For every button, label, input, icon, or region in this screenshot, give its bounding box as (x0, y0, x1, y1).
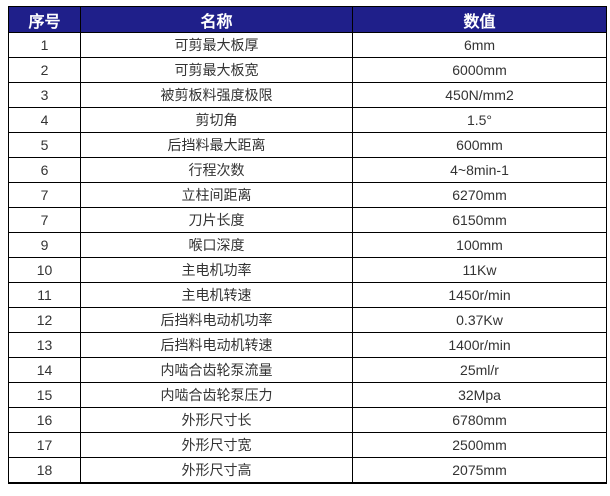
cell-name: 剪切角 (80, 107, 353, 133)
table-row: 7 刀片长度 6150mm (8, 207, 607, 233)
table-row: 9 喉口深度 100mm (8, 232, 607, 258)
cell-index: 3 (8, 82, 81, 108)
cell-value: 1.5° (352, 107, 607, 133)
cell-index: 13 (8, 332, 81, 358)
cell-value: 600mm (352, 132, 607, 158)
cell-name: 主电机转速 (80, 282, 353, 308)
cell-value: 32Mpa (352, 382, 607, 408)
cell-value: 11Kw (352, 257, 607, 283)
cell-index: 7 (8, 207, 81, 233)
cell-index: 6 (8, 157, 81, 183)
cell-index: 4 (8, 107, 81, 133)
cell-value: 2500mm (352, 432, 607, 458)
cell-index: 7 (8, 182, 81, 208)
cell-name: 内啮合齿轮泵压力 (80, 382, 353, 408)
header-row: 序号 名称 数值 (8, 6, 607, 33)
table-row: 13 后挡料电动机转速 1400r/min (8, 332, 607, 358)
cell-name: 可剪最大板厚 (80, 32, 353, 58)
table-row: 3 被剪板料强度极限 450N/mm2 (8, 82, 607, 108)
table-row: 15 内啮合齿轮泵压力 32Mpa (8, 382, 607, 408)
cell-value: 0.37Kw (352, 307, 607, 333)
cell-name: 被剪板料强度极限 (80, 82, 353, 108)
cell-value: 6mm (352, 32, 607, 58)
cell-value: 6780mm (352, 407, 607, 433)
header-index: 序号 (8, 6, 81, 33)
cell-name: 可剪最大板宽 (80, 57, 353, 83)
cell-name: 内啮合齿轮泵流量 (80, 357, 353, 383)
table-row: 18 外形尺寸高 2075mm (8, 457, 607, 484)
cell-name: 行程次数 (80, 157, 353, 183)
table-row: 11 主电机转速 1450r/min (8, 282, 607, 308)
table-row: 6 行程次数 4~8min-1 (8, 157, 607, 183)
cell-index: 15 (8, 382, 81, 408)
table-row: 17 外形尺寸宽 2500mm (8, 432, 607, 458)
cell-value: 2075mm (352, 457, 607, 484)
cell-index: 1 (8, 32, 81, 58)
cell-name: 后挡料电动机转速 (80, 332, 353, 358)
table-row: 10 主电机功率 11Kw (8, 257, 607, 283)
cell-value: 100mm (352, 232, 607, 258)
cell-name: 后挡料最大距离 (80, 132, 353, 158)
cell-index: 5 (8, 132, 81, 158)
cell-name: 喉口深度 (80, 232, 353, 258)
table-row: 16 外形尺寸长 6780mm (8, 407, 607, 433)
cell-index: 9 (8, 232, 81, 258)
header-value: 数值 (352, 6, 607, 33)
cell-index: 10 (8, 257, 81, 283)
cell-value: 1450r/min (352, 282, 607, 308)
cell-index: 18 (8, 457, 81, 484)
spec-table: 序号 名称 数值 1 可剪最大板厚 6mm 2 可剪最大板宽 6000mm 3 被剪板料强度极… (8, 6, 607, 484)
cell-name: 主电机功率 (80, 257, 353, 283)
table-row: 7 立柱间距离 6270mm (8, 182, 607, 208)
cell-name: 后挡料电动机功率 (80, 307, 353, 333)
table-row: 14 内啮合齿轮泵流量 25ml/r (8, 357, 607, 383)
table-row: 5 后挡料最大距离 600mm (8, 132, 607, 158)
cell-name: 外形尺寸宽 (80, 432, 353, 458)
table-row: 1 可剪最大板厚 6mm (8, 32, 607, 58)
cell-name: 外形尺寸长 (80, 407, 353, 433)
cell-index: 14 (8, 357, 81, 383)
cell-name: 外形尺寸高 (80, 457, 353, 484)
cell-index: 16 (8, 407, 81, 433)
cell-value: 4~8min-1 (352, 157, 607, 183)
cell-value: 6000mm (352, 57, 607, 83)
cell-value: 6150mm (352, 207, 607, 233)
cell-value: 450N/mm2 (352, 82, 607, 108)
cell-name: 立柱间距离 (80, 182, 353, 208)
table-row: 2 可剪最大板宽 6000mm (8, 57, 607, 83)
cell-index: 12 (8, 307, 81, 333)
cell-name: 刀片长度 (80, 207, 353, 233)
cell-index: 2 (8, 57, 81, 83)
table-row: 4 剪切角 1.5° (8, 107, 607, 133)
cell-value: 6270mm (352, 182, 607, 208)
cell-value: 1400r/min (352, 332, 607, 358)
cell-value: 25ml/r (352, 357, 607, 383)
cell-index: 17 (8, 432, 81, 458)
table-row: 12 后挡料电动机功率 0.37Kw (8, 307, 607, 333)
header-name: 名称 (80, 6, 353, 33)
cell-index: 11 (8, 282, 81, 308)
